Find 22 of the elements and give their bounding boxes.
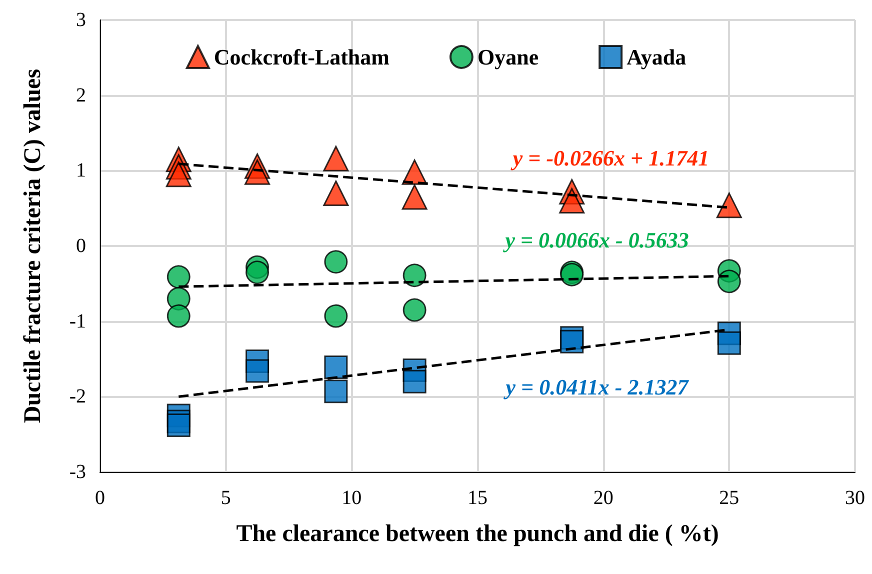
- y-tick-label: -1: [69, 310, 86, 332]
- y-tick-label: 0: [76, 235, 86, 257]
- annotation: y = 0.0411x - 2.1327: [502, 374, 690, 400]
- y-tick-label: 2: [76, 84, 86, 106]
- y-tick-label: -3: [69, 461, 86, 483]
- x-tick-label: 0: [95, 487, 105, 509]
- y-tick-label: 3: [76, 9, 86, 31]
- x-tick-label: 15: [468, 487, 488, 509]
- x-tick-label: 20: [593, 487, 614, 509]
- y-axis-title: Ductile fracture criteria (C) values: [20, 68, 46, 424]
- annotation: y = 0.0066x - 0.5633: [502, 228, 689, 252]
- y-tick-label: 1: [76, 160, 86, 182]
- annotation: y = -0.0266x + 1.1741: [510, 146, 710, 170]
- x-tick-label: 5: [220, 487, 231, 509]
- x-tick-label: 25: [719, 487, 740, 509]
- legend-label: Cockcroft-Latham: [214, 44, 390, 70]
- x-axis-title: The clearance between the punch and die ( %t): [236, 521, 719, 547]
- y-tick-label: -2: [69, 386, 86, 408]
- x-tick-label: 10: [342, 487, 362, 509]
- legend-label: Ayada: [626, 44, 686, 70]
- x-tick-label: 30: [845, 487, 865, 509]
- legend-label: Oyane: [477, 44, 539, 70]
